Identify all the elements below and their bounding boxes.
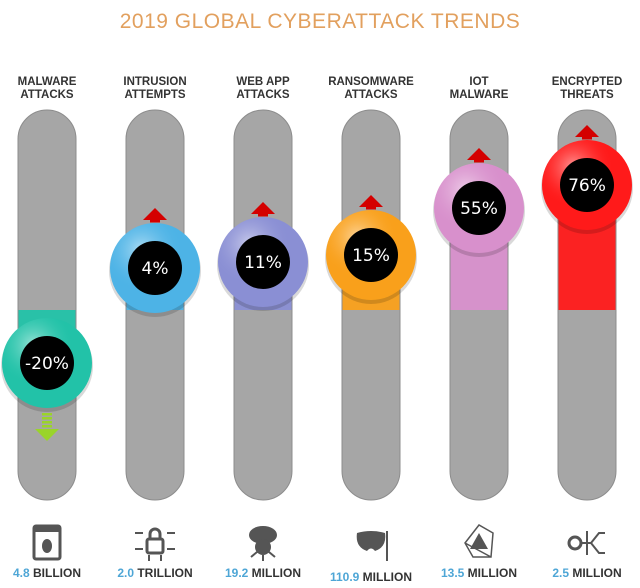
value-marker-center <box>452 181 506 235</box>
volume-unit: MILLION <box>569 566 622 580</box>
bar-group: 76% <box>541 109 633 555</box>
category-label-line: MALWARE <box>17 76 77 88</box>
volume-number: 19.2 <box>224 566 249 580</box>
category-label-line: ATTACKS <box>344 89 398 101</box>
bar-group: 4% <box>109 109 201 561</box>
volume-unit: BILLION <box>29 566 81 580</box>
volume-number: 4.8 <box>12 566 30 580</box>
chart-title: 2019 GLOBAL CYBERATTACK TRENDS <box>119 10 521 33</box>
category-label: MALWARE ATTACKS <box>0 76 101 102</box>
data-label: -20% <box>25 354 69 374</box>
category-label-line: INTRUSION <box>123 76 187 88</box>
category-label-line: WEB APP <box>236 76 290 88</box>
volume-label: 110.9 MILLION <box>317 570 425 584</box>
bar-group: 11% <box>217 109 309 561</box>
data-label: 4% <box>142 259 169 279</box>
volume-unit: MILLION <box>248 566 302 580</box>
arrow-down-icon <box>35 413 59 441</box>
value-marker-center <box>560 158 614 212</box>
category-label-line: THREATS <box>560 89 614 101</box>
bar-group: 55% <box>433 109 525 558</box>
circuit-key-icon <box>567 531 605 555</box>
volume-label: 2.0 TRILLION <box>101 566 209 580</box>
category-label-line: RANSOMWARE <box>328 76 414 88</box>
cloud-skull-icon <box>249 526 277 561</box>
category-label: IOT MALWARE <box>425 76 533 102</box>
data-label: 11% <box>244 253 282 273</box>
volume-label: 13.5 MILLION <box>425 566 533 580</box>
data-label: 55% <box>460 199 498 219</box>
category-label: INTRUSION ATTEMPTS <box>101 76 209 102</box>
bar-track <box>17 109 77 501</box>
network-warning-icon <box>464 524 494 558</box>
value-marker-center <box>344 228 398 282</box>
volume-unit: MILLION <box>359 570 413 584</box>
bar-group: 15% <box>325 109 417 561</box>
mask-icon <box>356 531 388 561</box>
volume-number: 13.5 <box>440 566 465 580</box>
bar-group: -20% <box>1 109 93 561</box>
category-label-line: IOT <box>469 76 489 88</box>
data-label: 15% <box>352 246 390 266</box>
category-label-line: ATTACKS <box>20 89 74 101</box>
bug-window-icon <box>32 524 62 561</box>
volume-unit: TRILLION <box>134 566 193 580</box>
data-label: 76% <box>568 176 606 196</box>
circuit-lock-icon <box>135 527 175 561</box>
category-label-line: ATTACKS <box>236 89 290 101</box>
value-marker-center <box>20 336 74 390</box>
category-label-line: MALWARE <box>449 89 509 101</box>
category-label-line: ATTEMPTS <box>124 89 186 101</box>
category-label: ENCRYPTED THREATS <box>533 76 640 102</box>
volume-number: 2.0 <box>117 566 134 580</box>
volume-number: 110.9 <box>329 570 360 584</box>
value-marker-center <box>236 235 290 289</box>
value-marker-center <box>128 241 182 295</box>
volume-number: 2.5 <box>552 566 569 580</box>
volume-unit: MILLION <box>464 566 518 580</box>
volume-label: 2.5 MILLION <box>533 566 640 580</box>
category-label-line: ENCRYPTED <box>551 76 623 88</box>
volume-label: 4.8 BILLION <box>0 566 101 580</box>
category-label: WEB APP ATTACKS <box>209 76 317 102</box>
category-label: RANSOMWARE ATTACKS <box>317 76 425 102</box>
volume-label: 19.2 MILLION <box>209 566 317 580</box>
